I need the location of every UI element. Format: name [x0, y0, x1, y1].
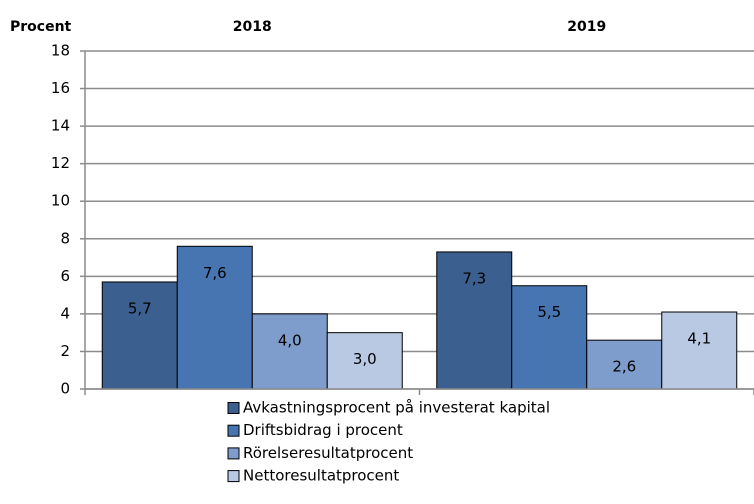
y-tick-label: 12: [51, 154, 70, 172]
legend-swatch: [227, 402, 240, 414]
legend-label: Avkastningsprocent på investerat kapital: [243, 399, 550, 417]
legend-swatch: [227, 424, 240, 437]
bar: [436, 251, 513, 390]
y-tick-label: 0: [60, 380, 70, 398]
y-tick-label: 16: [51, 79, 70, 97]
legend-swatch: [227, 447, 240, 460]
y-tick-label: 6: [60, 267, 70, 285]
data-label: 4,1: [687, 330, 711, 348]
data-label: 2,6: [612, 358, 636, 376]
y-tick-label: 2: [60, 342, 70, 360]
bar: [511, 285, 588, 390]
y-tick-label: 14: [51, 117, 70, 135]
legend-label: Driftsbidrag i procent: [243, 421, 403, 439]
y-tick-label: 18: [51, 42, 70, 60]
y-tick-label: 4: [60, 304, 70, 322]
category-label: 2019: [567, 19, 606, 35]
legend-label: Nettoresultatprocent: [243, 467, 399, 485]
category-label: 2018: [233, 19, 272, 35]
bar: [326, 332, 403, 390]
data-label: 5,7: [128, 299, 152, 317]
legend-label: Rörelseresultatprocent: [243, 444, 413, 462]
bar: [101, 281, 178, 390]
bar: [586, 339, 663, 390]
data-label: 4,0: [278, 331, 302, 349]
legend-swatch: [227, 470, 240, 483]
y-tick-label: 8: [60, 229, 70, 247]
data-label: 7,6: [203, 264, 227, 282]
y-axis-label: Procent: [10, 19, 72, 35]
y-tick-label: 10: [51, 192, 70, 210]
data-label: 3,0: [353, 350, 377, 368]
bar: [661, 311, 738, 390]
bar: [176, 245, 253, 390]
data-label: 5,5: [537, 303, 561, 321]
bar: [251, 313, 328, 390]
data-label: 7,3: [462, 269, 486, 287]
